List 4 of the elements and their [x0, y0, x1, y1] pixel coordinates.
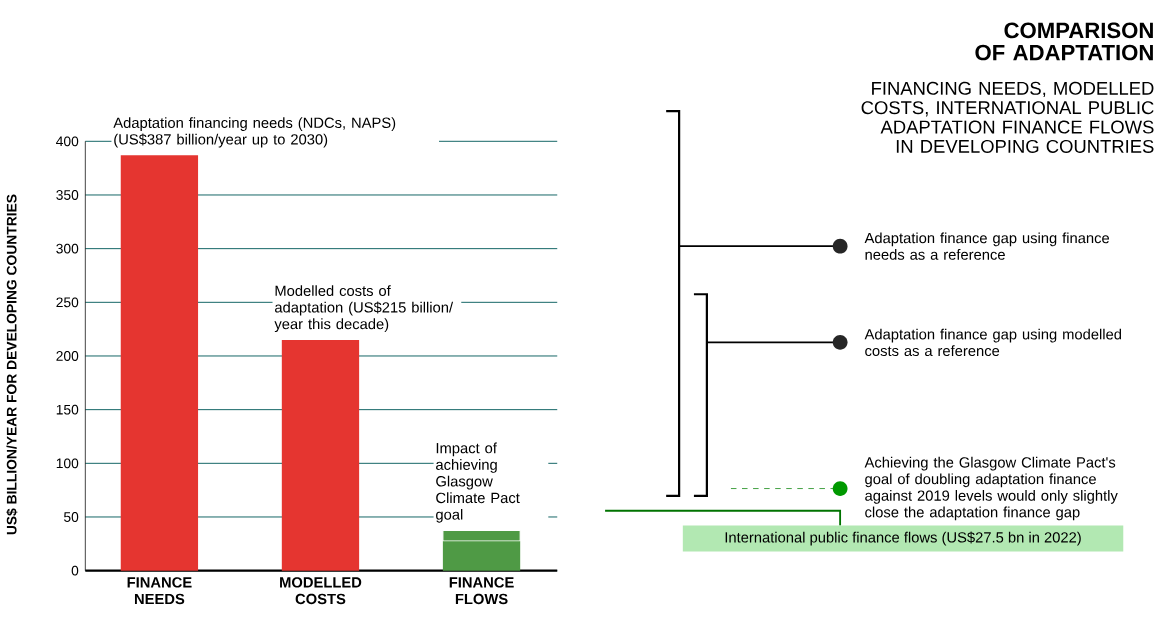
text: FINANCING NEEDS, MODELLED COSTS, INTERNATIONAL PUBLIC ADAPTATION FINANCE FLOWS IN DEVELOPING COUNTRIES: [861, 81, 1154, 153]
text: COMPARISON OF ADAPTATION: [975, 22, 1153, 60]
bar: [120, 154, 199, 571]
bar: [281, 339, 360, 571]
